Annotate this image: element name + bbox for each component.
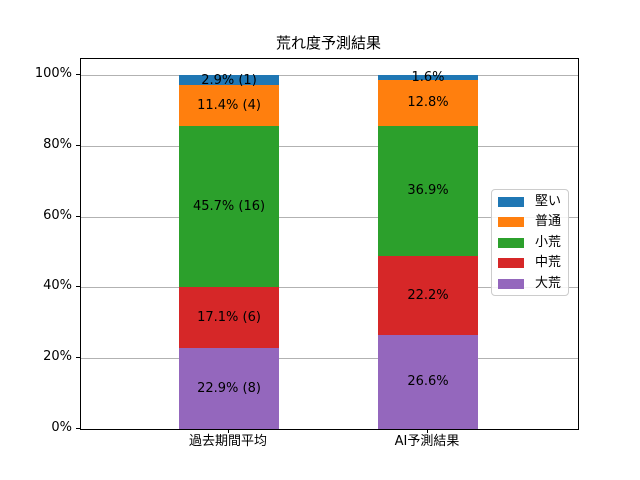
bar-segment-label: 1.6% bbox=[411, 69, 445, 85]
gridline-40 bbox=[81, 287, 578, 289]
x-tick-mark-1 bbox=[228, 429, 229, 433]
legend-label: 大荒 bbox=[535, 275, 562, 291]
bar-segment-label: 2.9% (1) bbox=[201, 72, 257, 88]
y-tick-mark-60 bbox=[76, 215, 80, 217]
gridline-60 bbox=[81, 216, 578, 218]
legend-item: 小荒 bbox=[492, 234, 568, 252]
bar-segment-label: 36.9% bbox=[407, 183, 449, 199]
chart-title: 荒れ度予測結果 bbox=[275, 34, 381, 52]
legend-swatch bbox=[498, 278, 524, 289]
y-tick-mark-100 bbox=[76, 74, 80, 75]
gridline-80 bbox=[81, 145, 578, 147]
bar-segment: 22.9% (8) bbox=[179, 347, 279, 429]
bar-segment-label: 45.7% (16) bbox=[192, 198, 266, 214]
legend-label: 堅い bbox=[535, 193, 562, 209]
y-tick-label-100: 100% bbox=[34, 66, 72, 81]
y-tick-label-60: 60% bbox=[43, 207, 72, 223]
bar-2: 26.6% 22.2% 36.9% 12.8% 1.6% bbox=[378, 59, 478, 429]
bar-segment-label: 11.4% (4) bbox=[197, 97, 261, 113]
y-tick-mark-0 bbox=[76, 428, 80, 429]
bar-segment: 36.9% bbox=[378, 125, 478, 257]
legend-item: 普通 bbox=[492, 213, 568, 231]
bar-segment: 12.8% bbox=[378, 80, 478, 126]
gridline-20 bbox=[81, 358, 578, 360]
bar-segment: 11.4% (4) bbox=[179, 85, 279, 126]
legend-label: 普通 bbox=[535, 214, 562, 229]
legend-label: 小荒 bbox=[535, 234, 562, 250]
bar-segment: 2.9% (1) bbox=[179, 72, 279, 88]
y-tick-label-0: 0% bbox=[51, 420, 72, 435]
y-tick-mark-80 bbox=[76, 144, 80, 146]
y-tick-label-80: 80% bbox=[43, 136, 72, 152]
legend-label: 中荒 bbox=[535, 255, 562, 270]
legend-item: 中荒 bbox=[492, 254, 568, 272]
bar-segment: 45.7% (16) bbox=[179, 125, 279, 288]
bar-segment: 1.6% bbox=[378, 71, 478, 84]
bar-segment-label: 22.2% bbox=[407, 287, 449, 303]
legend-swatch bbox=[498, 217, 524, 227]
legend-swatch bbox=[498, 196, 524, 207]
gridline-100 bbox=[81, 75, 578, 76]
legend-swatch bbox=[498, 237, 524, 248]
legend-item: 堅い bbox=[492, 193, 568, 211]
bar-segment-label: 26.6% bbox=[407, 374, 449, 390]
bar-segment: 26.6% bbox=[378, 334, 478, 429]
legend-item: 大荒 bbox=[492, 275, 568, 293]
y-tick-label-20: 20% bbox=[43, 349, 72, 365]
bar-1: 22.9% (8) 17.1% (6) 45.7% (16) 11.4% (4) 2.9… bbox=[179, 59, 279, 429]
y-tick-mark-20 bbox=[76, 357, 80, 359]
bar-segment-label: 12.8% bbox=[407, 95, 449, 111]
x-tick-label-2: AI予測結果 bbox=[394, 434, 460, 449]
x-tick-mark-2 bbox=[427, 429, 428, 433]
bar-segment-label: 22.9% (8) bbox=[197, 380, 261, 396]
legend-swatch bbox=[498, 258, 524, 268]
x-tick-label-1: 過去期間平均 bbox=[188, 434, 267, 449]
bar-segment: 22.2% bbox=[378, 256, 478, 335]
legend: 堅い普通小荒中荒大荒 bbox=[491, 189, 569, 296]
y-tick-label-40: 40% bbox=[43, 278, 72, 294]
y-tick-mark-40 bbox=[76, 286, 80, 288]
bar-segment-label: 17.1% (6) bbox=[197, 310, 261, 326]
bar-segment: 17.1% (6) bbox=[179, 287, 279, 348]
